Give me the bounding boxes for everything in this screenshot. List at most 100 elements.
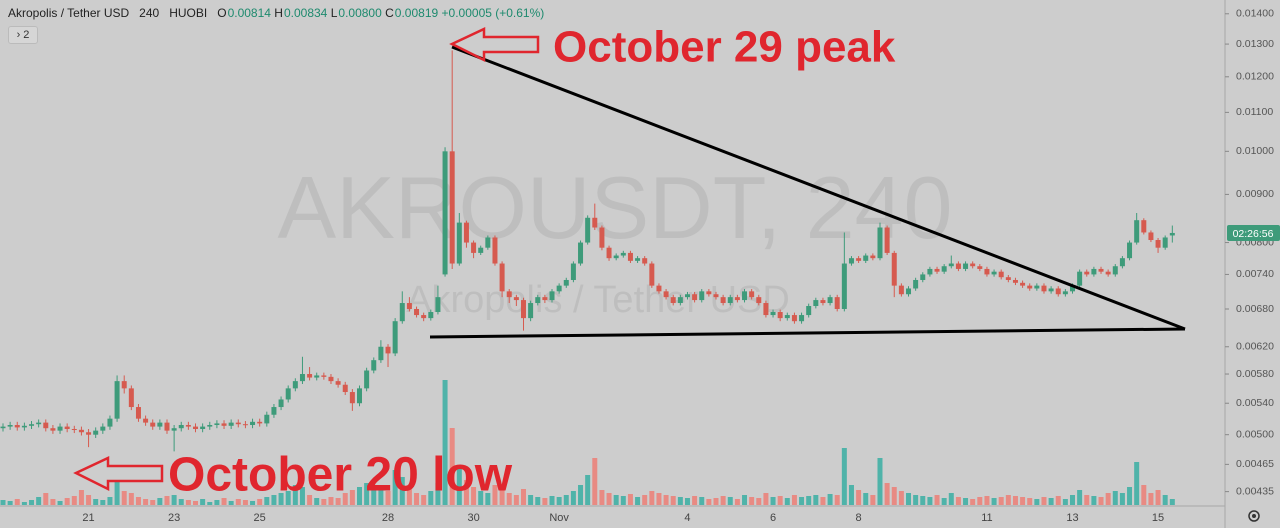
candle-body xyxy=(649,263,655,286)
candle-body xyxy=(1062,291,1068,295)
volume-bar xyxy=(941,498,947,505)
settings-icon[interactable] xyxy=(1248,510,1260,522)
volume-bar xyxy=(563,495,569,505)
candle-body xyxy=(29,424,35,426)
settings-gear[interactable] xyxy=(1248,510,1260,522)
volume-bar xyxy=(414,493,420,505)
candle-body xyxy=(756,297,762,304)
candle-body xyxy=(970,263,976,267)
volume-bar xyxy=(856,490,862,505)
volume-bar xyxy=(421,495,427,505)
settings-gear-center[interactable] xyxy=(1252,514,1256,518)
candle-body xyxy=(21,425,27,428)
candle-body xyxy=(742,291,748,301)
volume-bar xyxy=(1134,462,1140,505)
x-tick-label: 6 xyxy=(770,512,776,524)
candle-body xyxy=(371,360,377,371)
y-tick-label: 0.00500 xyxy=(1236,428,1274,440)
candle-body xyxy=(692,294,698,301)
candle-body xyxy=(292,381,298,389)
candle-body xyxy=(1091,268,1097,275)
candle-body xyxy=(606,247,612,259)
volume-bar xyxy=(884,483,890,505)
candle-body xyxy=(271,407,277,415)
volume-bar xyxy=(1112,491,1118,505)
volume-bar xyxy=(549,496,555,505)
candle-body xyxy=(442,151,448,275)
x-tick-label: 4 xyxy=(684,512,690,524)
volume-bar xyxy=(478,491,484,505)
volume-bar xyxy=(820,497,826,505)
volume-bar xyxy=(228,501,234,505)
ohlc-values: O0.00814 H0.00834 L0.00800 C0.00819 +0.0… xyxy=(217,6,544,20)
volume-bar xyxy=(663,495,669,505)
candle-body xyxy=(542,297,548,301)
candle-body xyxy=(385,346,391,354)
candle-body xyxy=(357,388,362,404)
volume-bar xyxy=(1041,497,1047,505)
candle-body xyxy=(378,346,384,361)
volume-bar xyxy=(898,491,904,505)
candle-body xyxy=(328,376,334,382)
candle-body xyxy=(627,252,633,261)
volume-bar xyxy=(834,495,840,505)
volume-bar xyxy=(1091,496,1097,505)
candle-body xyxy=(713,294,719,298)
volume-bar xyxy=(285,491,291,505)
candle-body xyxy=(941,266,947,272)
candle-body xyxy=(656,285,662,292)
volume-bar xyxy=(1020,497,1026,505)
candle-body xyxy=(264,414,270,424)
volume-bar xyxy=(848,485,854,505)
trend-line-upper xyxy=(451,45,1186,331)
candle-body xyxy=(1070,285,1075,292)
ohlc-value: 0.00814 xyxy=(227,6,271,20)
volume-bar xyxy=(1034,499,1040,505)
ohlc-label: C xyxy=(385,6,394,20)
candle-body xyxy=(1005,277,1011,280)
volume-bar xyxy=(1084,495,1090,505)
volume-bar xyxy=(150,500,156,505)
candle-body xyxy=(535,297,541,304)
indicators-toggle[interactable]: › 2 xyxy=(8,26,38,44)
candle-body xyxy=(107,418,113,427)
ohlc-value: 0.00834 xyxy=(283,6,328,20)
candle-body xyxy=(185,425,191,427)
candle-body xyxy=(435,297,441,313)
watermark-subtitle: Akropolis / Tether USD xyxy=(406,279,790,321)
candle-body xyxy=(592,217,598,228)
candle-body xyxy=(299,374,305,382)
candle-body xyxy=(599,227,605,248)
volume-bar xyxy=(841,448,847,505)
volume-bar xyxy=(1162,495,1168,505)
volume-bar xyxy=(442,380,448,505)
candle-body xyxy=(1155,240,1161,248)
volume-bar xyxy=(364,483,370,505)
candle-body xyxy=(963,263,969,269)
volume-bar xyxy=(349,490,355,505)
volume-bar xyxy=(406,489,412,505)
volume-bar xyxy=(706,499,712,505)
candle-body xyxy=(14,425,20,428)
arrow-peak xyxy=(449,27,540,63)
candle-body xyxy=(278,399,284,408)
candle-body xyxy=(549,291,555,301)
candle-body xyxy=(178,425,184,429)
volume-bar xyxy=(1127,487,1133,505)
volume-bar xyxy=(806,496,812,505)
y-tick-label: 0.00620 xyxy=(1236,341,1274,353)
volume-bar xyxy=(606,493,612,505)
candle-body xyxy=(1055,288,1061,295)
candle-body xyxy=(71,429,77,431)
ohlc-label: H xyxy=(274,6,283,20)
candle-body xyxy=(884,227,890,253)
volume-bar xyxy=(749,497,755,505)
volume-bar xyxy=(207,502,213,505)
volume-bar xyxy=(656,493,662,505)
volume-bar xyxy=(449,428,455,505)
candle-body xyxy=(50,428,56,431)
volume-bar xyxy=(321,499,327,505)
candle-body xyxy=(1020,282,1026,286)
candle-body xyxy=(1162,237,1168,248)
candle-body xyxy=(1077,271,1083,286)
